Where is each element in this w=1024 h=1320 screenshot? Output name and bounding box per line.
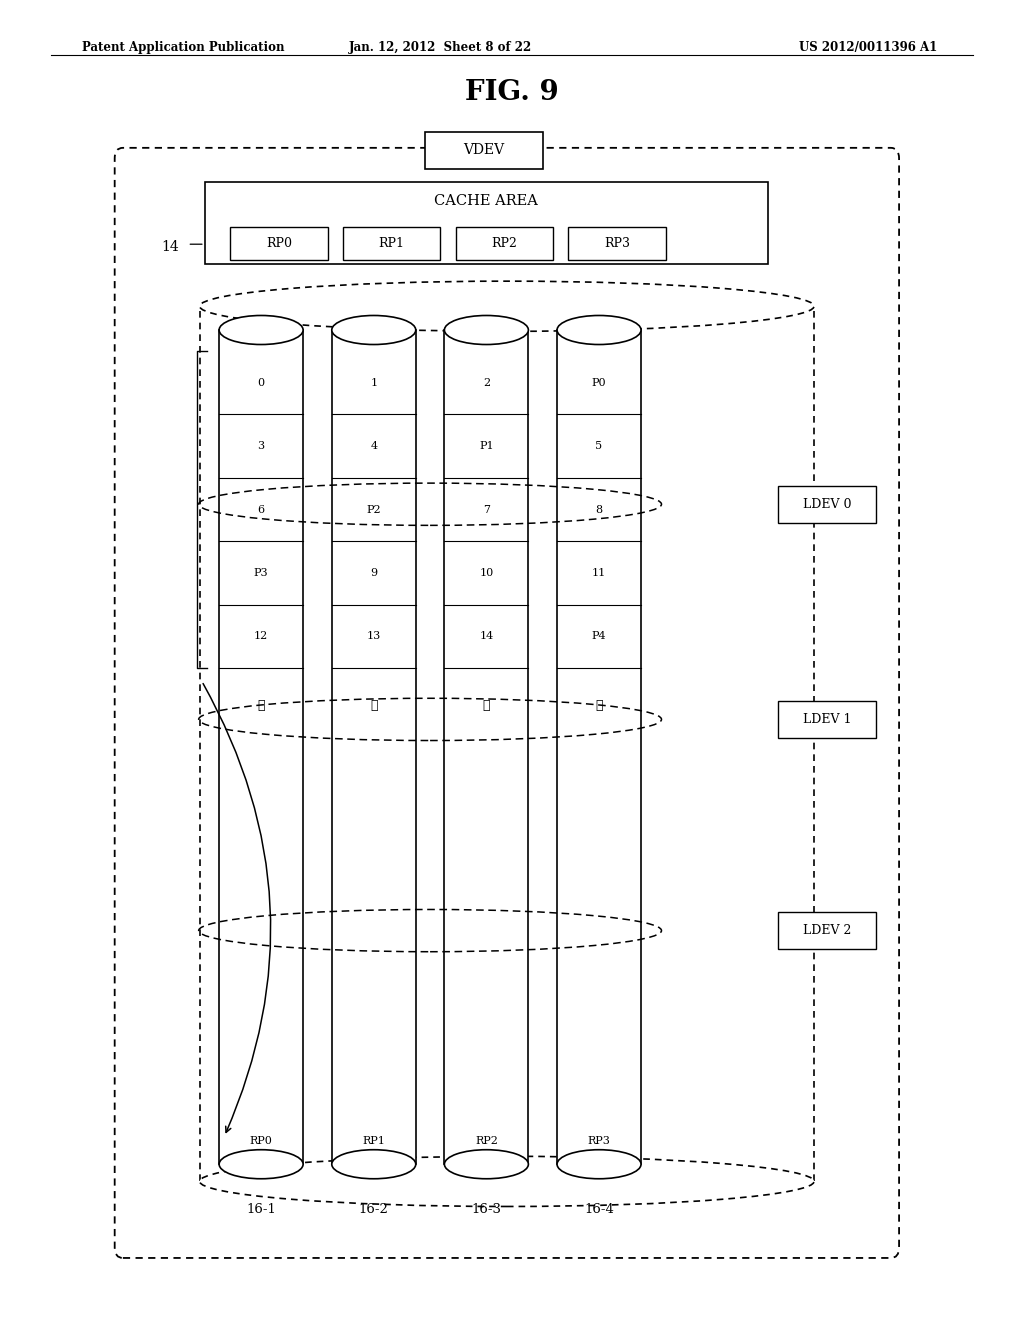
Ellipse shape bbox=[200, 281, 814, 331]
Bar bbox=[425, 132, 543, 169]
Text: 9: 9 bbox=[371, 568, 377, 578]
Text: 8: 8 bbox=[596, 504, 602, 515]
Ellipse shape bbox=[219, 1150, 303, 1179]
Text: 13: 13 bbox=[367, 631, 381, 642]
Text: 16-3: 16-3 bbox=[471, 1203, 502, 1216]
Text: 4: 4 bbox=[371, 441, 377, 451]
Text: LDEV 0: LDEV 0 bbox=[803, 498, 851, 511]
Text: 7: 7 bbox=[483, 504, 489, 515]
Text: 11: 11 bbox=[592, 568, 606, 578]
Ellipse shape bbox=[332, 1150, 416, 1179]
Bar bbox=[568, 227, 666, 260]
Text: P2: P2 bbox=[367, 504, 381, 515]
Text: 10: 10 bbox=[479, 568, 494, 578]
Text: P1: P1 bbox=[479, 441, 494, 451]
Text: 16-1: 16-1 bbox=[246, 1203, 276, 1216]
Bar bbox=[205, 182, 768, 264]
Text: ⋯: ⋯ bbox=[595, 700, 603, 713]
Text: 6: 6 bbox=[258, 504, 264, 515]
Text: ⋯: ⋯ bbox=[370, 700, 378, 713]
Ellipse shape bbox=[557, 1150, 641, 1179]
Text: 16-2: 16-2 bbox=[358, 1203, 389, 1216]
Text: P0: P0 bbox=[592, 378, 606, 388]
Text: US 2012/0011396 A1: US 2012/0011396 A1 bbox=[799, 41, 937, 54]
Text: RP3: RP3 bbox=[588, 1135, 610, 1146]
Text: ⋯: ⋯ bbox=[257, 700, 265, 713]
Ellipse shape bbox=[332, 315, 416, 345]
Text: 16-4: 16-4 bbox=[584, 1203, 614, 1216]
Text: FIG. 9: FIG. 9 bbox=[465, 79, 559, 106]
Bar bbox=[456, 227, 553, 260]
Text: VDEV: VDEV bbox=[463, 144, 505, 157]
Text: 1: 1 bbox=[371, 378, 377, 388]
Text: Patent Application Publication: Patent Application Publication bbox=[82, 41, 285, 54]
Text: 2: 2 bbox=[483, 378, 489, 388]
Text: CACHE AREA: CACHE AREA bbox=[434, 194, 539, 207]
Text: RP1: RP1 bbox=[362, 1135, 385, 1146]
Text: LDEV 2: LDEV 2 bbox=[803, 924, 851, 937]
Bar bbox=[219, 330, 303, 1164]
Text: 5: 5 bbox=[596, 441, 602, 451]
Text: RP3: RP3 bbox=[604, 238, 630, 249]
Text: RP2: RP2 bbox=[475, 1135, 498, 1146]
FancyBboxPatch shape bbox=[115, 148, 899, 1258]
Bar bbox=[778, 912, 876, 949]
Text: P3: P3 bbox=[254, 568, 268, 578]
Text: RP0: RP0 bbox=[250, 1135, 272, 1146]
Text: LDEV 1: LDEV 1 bbox=[803, 713, 851, 726]
Ellipse shape bbox=[557, 315, 641, 345]
Text: P4: P4 bbox=[592, 631, 606, 642]
Bar bbox=[230, 227, 328, 260]
Text: Jan. 12, 2012  Sheet 8 of 22: Jan. 12, 2012 Sheet 8 of 22 bbox=[349, 41, 531, 54]
Bar bbox=[778, 486, 876, 523]
Ellipse shape bbox=[200, 1156, 814, 1206]
Text: 0: 0 bbox=[258, 378, 264, 388]
Text: RP0: RP0 bbox=[266, 238, 292, 249]
Text: 3: 3 bbox=[258, 441, 264, 451]
Bar bbox=[444, 330, 528, 1164]
Ellipse shape bbox=[444, 1150, 528, 1179]
Bar bbox=[332, 330, 416, 1164]
Text: ⋯: ⋯ bbox=[482, 700, 490, 713]
Bar bbox=[778, 701, 876, 738]
Text: RP2: RP2 bbox=[492, 238, 517, 249]
Ellipse shape bbox=[219, 315, 303, 345]
Bar bbox=[557, 330, 641, 1164]
Bar bbox=[343, 227, 440, 260]
Text: 14: 14 bbox=[479, 631, 494, 642]
Text: 12: 12 bbox=[254, 631, 268, 642]
Ellipse shape bbox=[444, 315, 528, 345]
Text: 14: 14 bbox=[162, 240, 179, 253]
Text: RP1: RP1 bbox=[379, 238, 404, 249]
